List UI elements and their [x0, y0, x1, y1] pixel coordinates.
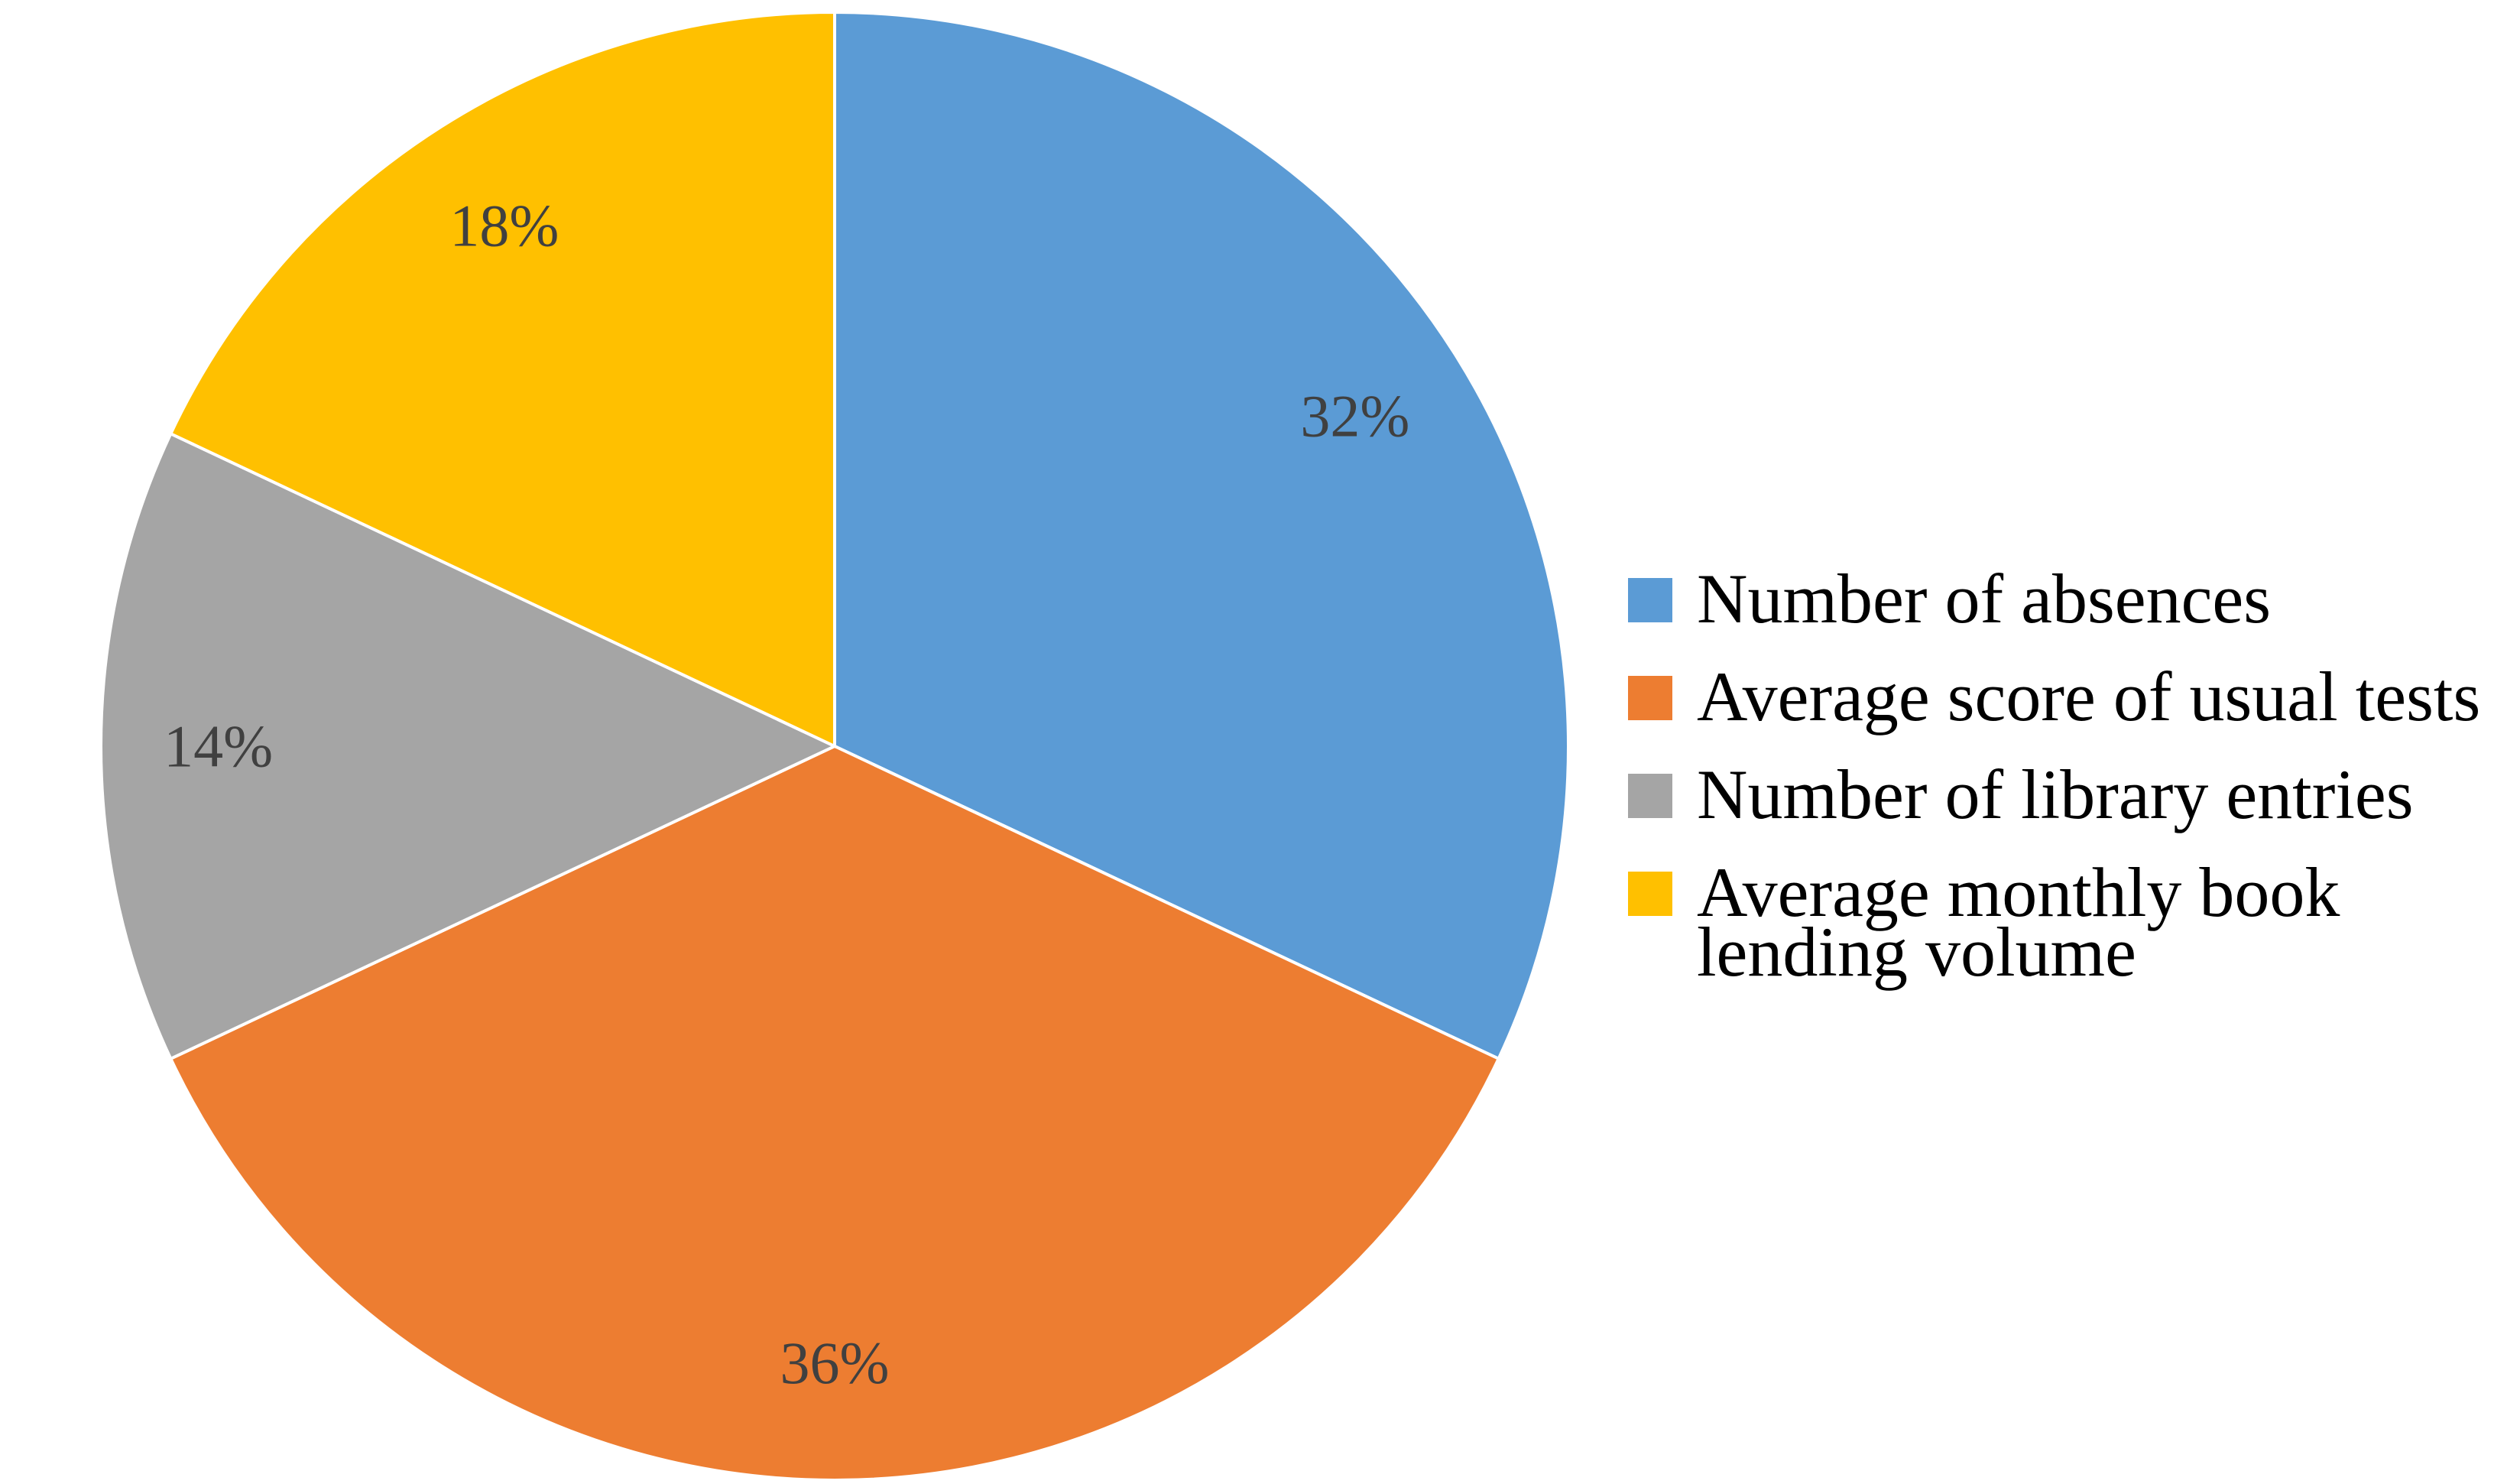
legend-item: Average monthly book lending volume — [1628, 852, 2515, 991]
slice-data-label-1: 32% — [1300, 382, 1409, 449]
pie-slices — [99, 10, 1570, 1482]
pie-slice-2 — [168, 744, 1501, 1482]
legend-label: Number of library entries — [1697, 755, 2414, 833]
slice-data-label-2: 36% — [780, 1330, 890, 1396]
legend-swatch — [1628, 774, 1672, 818]
pie-data-labels: 32% 36% 14% 18% — [164, 193, 1409, 1396]
pie-slice-3 — [99, 431, 838, 1061]
legend-swatch — [1628, 872, 1672, 916]
pie-slice-1 — [833, 10, 1570, 1061]
legend-item: Average score of usual tests — [1628, 656, 2515, 736]
legend-item: Number of library entries — [1628, 754, 2515, 833]
legend-item: Number of absences — [1628, 558, 2515, 638]
legend-swatch — [1628, 578, 1672, 622]
legend-label: Number of absences — [1697, 560, 2272, 638]
slice-data-label-4: 18% — [449, 193, 559, 259]
legend-label: Average score of usual tests — [1697, 658, 2481, 736]
pie-slice-4 — [168, 10, 836, 749]
legend-label: Average monthly book lending volume — [1697, 853, 2340, 991]
chart-legend: Number of absences Average score of usual… — [1628, 558, 2515, 1009]
slice-data-label-3: 14% — [164, 713, 273, 780]
legend-swatch — [1628, 676, 1672, 720]
